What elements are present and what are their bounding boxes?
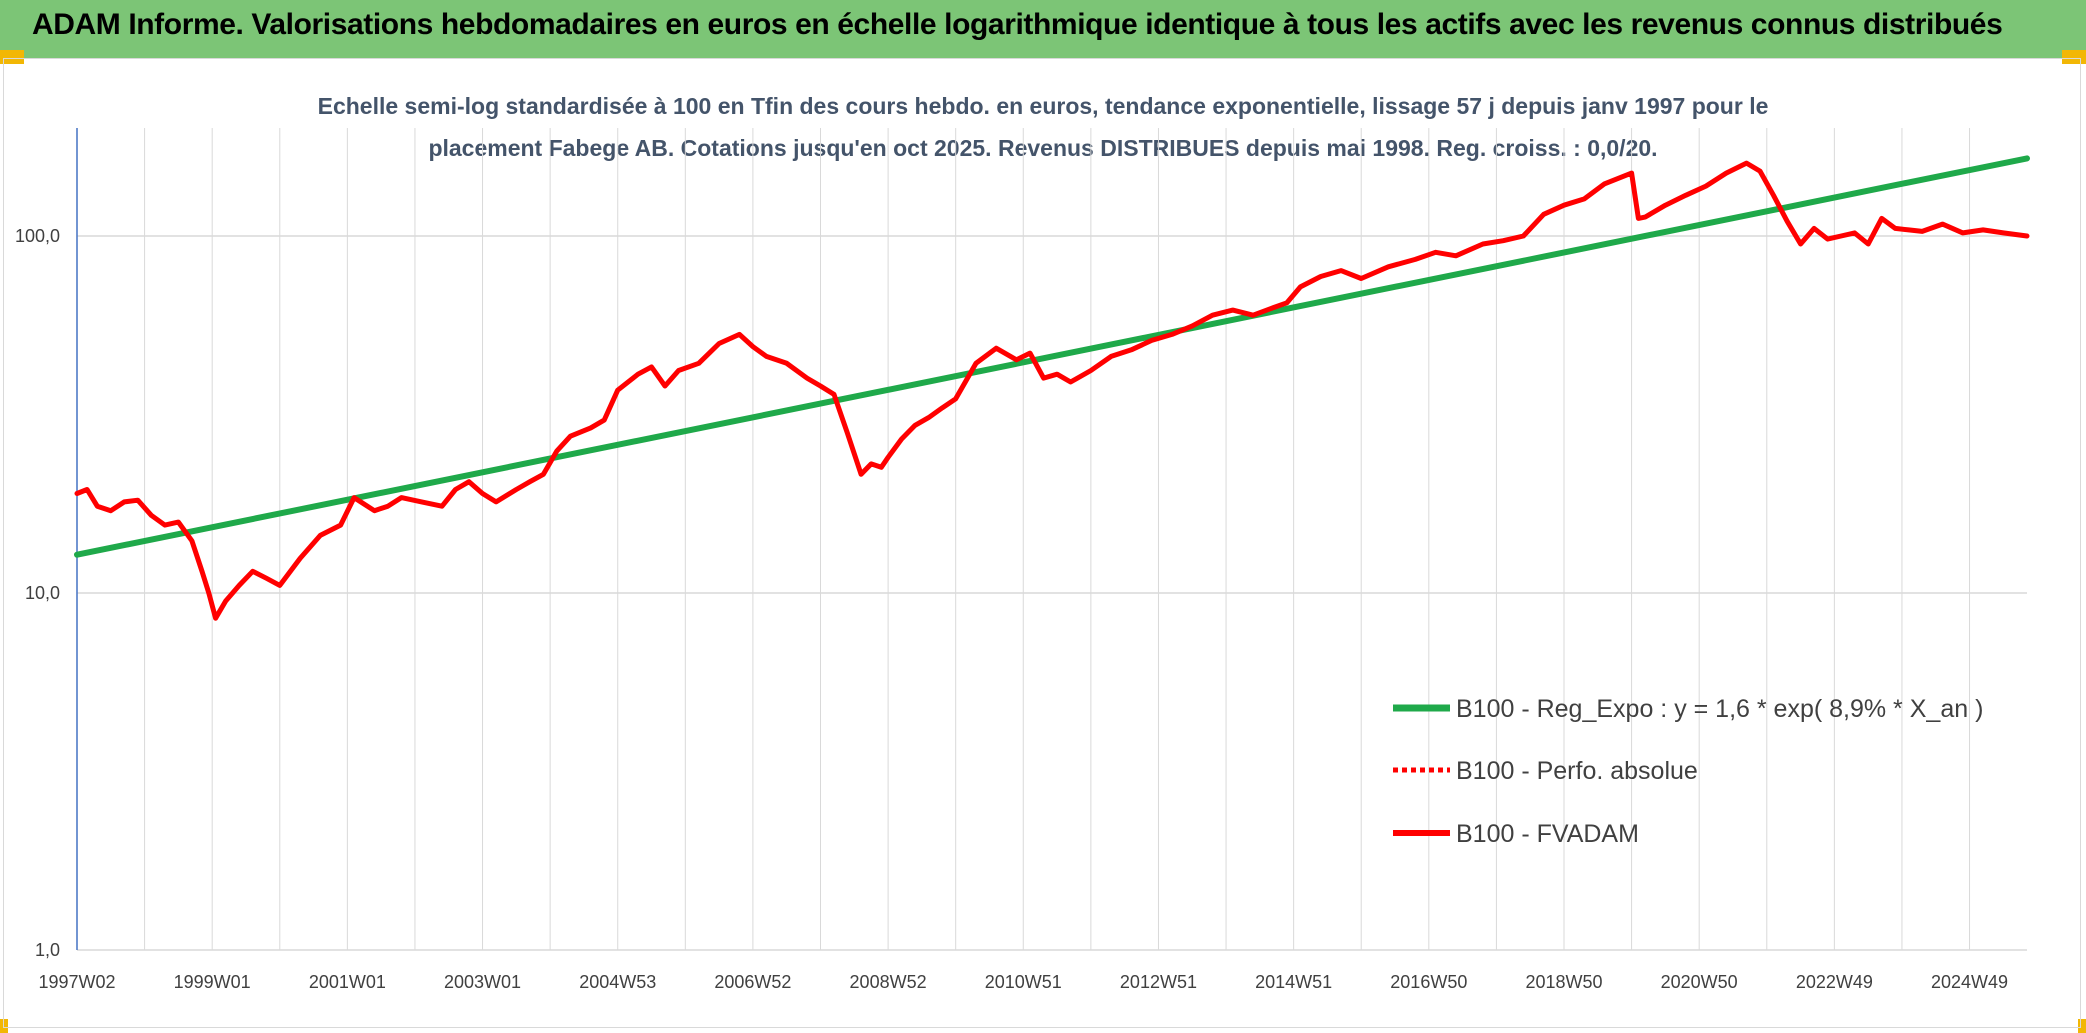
series-layer bbox=[74, 155, 2030, 621]
y-tick-label: 100,0 bbox=[15, 226, 60, 246]
x-tick-label: 2001W01 bbox=[309, 972, 386, 992]
corner-accent-top-left bbox=[0, 50, 24, 64]
x-tick-label: 2020W50 bbox=[1661, 972, 1738, 992]
x-tick-label: 2003W01 bbox=[444, 972, 521, 992]
legend-label-0: B100 - Reg_Expo : y = 1,6 * exp( 8,9% * … bbox=[1456, 695, 1983, 723]
x-gridlines bbox=[76, 128, 1971, 950]
x-tick-label: 2022W49 bbox=[1796, 972, 1873, 992]
chart-subtitle-line-1: Echelle semi-log standardisée à 100 en T… bbox=[318, 93, 1769, 119]
chart-frame bbox=[3, 58, 2081, 1028]
x-tick-label: 2024W49 bbox=[1931, 972, 2008, 992]
chart-subtitle-line-2: placement Fabege AB. Cotations jusqu'en … bbox=[428, 135, 1657, 161]
header-bar: ADAM Informe. Valorisations hebdomadaire… bbox=[0, 0, 2086, 58]
legend-label-1: B100 - Perfo. absolue bbox=[1456, 757, 1698, 785]
corner-accent-bottom-left bbox=[0, 1019, 8, 1033]
y-tick-label: 10,0 bbox=[25, 583, 60, 603]
x-tick-label: 1997W02 bbox=[38, 972, 115, 992]
x-tick-label: 2004W53 bbox=[579, 972, 656, 992]
series-line-0 bbox=[74, 155, 2030, 558]
x-tick-label: 2018W50 bbox=[1525, 972, 1602, 992]
y-tick-label: 1,0 bbox=[35, 940, 60, 960]
x-tick-label: 2008W52 bbox=[850, 972, 927, 992]
x-tick-label: 2010W51 bbox=[985, 972, 1062, 992]
x-tick-label: 2014W51 bbox=[1255, 972, 1332, 992]
corner-accent-bottom-right bbox=[2078, 1019, 2086, 1033]
y-gridlines bbox=[77, 235, 2027, 951]
page-title: ADAM Informe. Valorisations hebdomadaire… bbox=[32, 8, 2003, 41]
series-line-2 bbox=[74, 160, 2030, 621]
legend-label-2: B100 - FVADAM bbox=[1456, 820, 1639, 848]
x-tick-label: 2006W52 bbox=[714, 972, 791, 992]
x-tick-label: 1999W01 bbox=[174, 972, 251, 992]
legend: B100 - Reg_Expo : y = 1,6 * exp( 8,9% * … bbox=[1393, 695, 1983, 848]
x-tick-label: 2012W51 bbox=[1120, 972, 1197, 992]
tick-labels: 1,0 10,0 100,0 1997W02 1999W01 2001W01 2003W01… bbox=[15, 226, 2008, 992]
x-tick-label: 2016W50 bbox=[1390, 972, 1467, 992]
